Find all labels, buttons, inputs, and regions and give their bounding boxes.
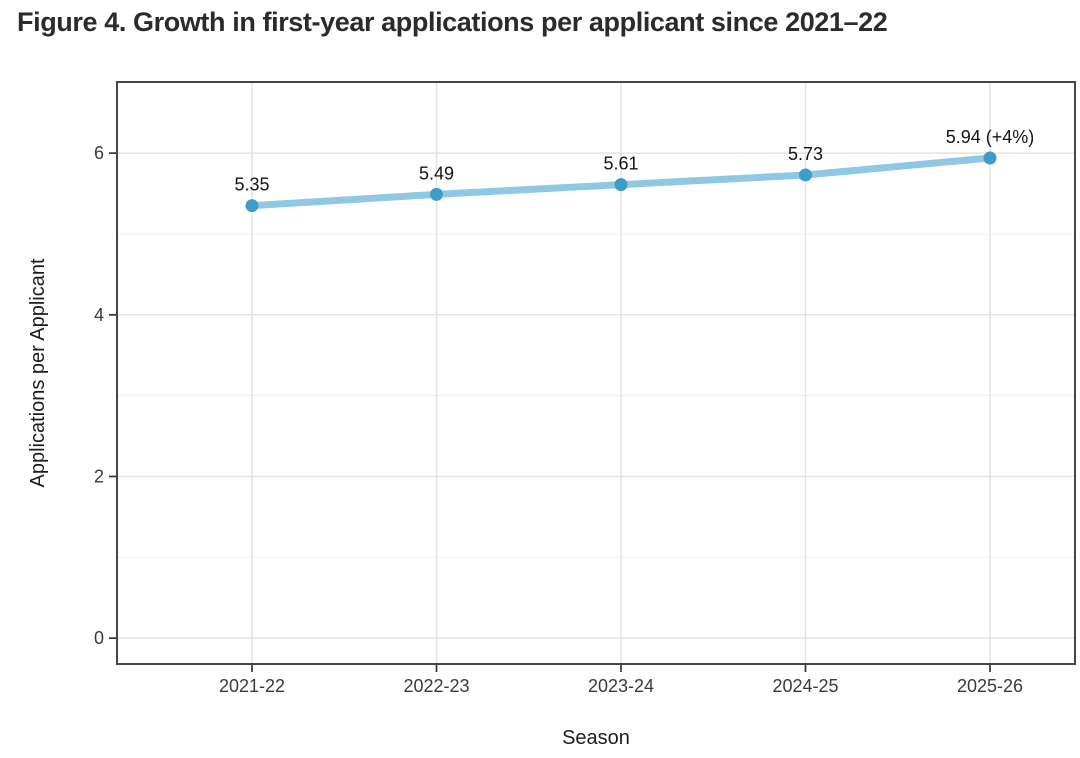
plot-panel bbox=[117, 82, 1075, 664]
y-tick-label: 6 bbox=[94, 143, 104, 163]
x-tick-label: 2022-23 bbox=[403, 676, 469, 696]
axis-ticks bbox=[109, 152, 991, 672]
panel-border bbox=[116, 81, 1076, 665]
data-series bbox=[245, 151, 997, 213]
gridlines-major bbox=[117, 82, 1075, 664]
axis-tick-labels: 0 2 4 6 2021-22 2022-23 2023-24 2024-25 2025-26 bbox=[94, 143, 1023, 696]
y-axis-title: Applications per Applicant bbox=[27, 258, 49, 487]
figure-title: Figure 4. Growth in first-year applicati… bbox=[17, 7, 888, 37]
data-point-label: 5.94 (+4%) bbox=[946, 127, 1035, 147]
data-point bbox=[614, 178, 628, 192]
gridlines-minor bbox=[117, 233, 1075, 558]
data-point bbox=[983, 151, 997, 165]
y-tick-label: 4 bbox=[94, 305, 104, 325]
x-tick-label: 2025-26 bbox=[957, 676, 1023, 696]
x-tick-label: 2023-24 bbox=[588, 676, 654, 696]
data-point-label: 5.73 bbox=[788, 144, 823, 164]
x-tick-label: 2024-25 bbox=[772, 676, 838, 696]
data-point-label: 5.35 bbox=[234, 175, 269, 195]
data-point-label: 5.61 bbox=[603, 154, 638, 174]
data-point-labels: 5.35 5.49 5.61 5.73 5.94 (+4%) bbox=[234, 127, 1034, 195]
data-point bbox=[245, 199, 259, 213]
data-point-label: 5.49 bbox=[419, 163, 454, 183]
x-axis-title: Season bbox=[562, 727, 630, 749]
y-tick-label: 0 bbox=[94, 628, 104, 648]
data-point bbox=[430, 187, 443, 201]
data-point bbox=[799, 168, 812, 182]
y-tick-label: 2 bbox=[94, 466, 104, 486]
x-tick-label: 2021-22 bbox=[219, 676, 285, 696]
